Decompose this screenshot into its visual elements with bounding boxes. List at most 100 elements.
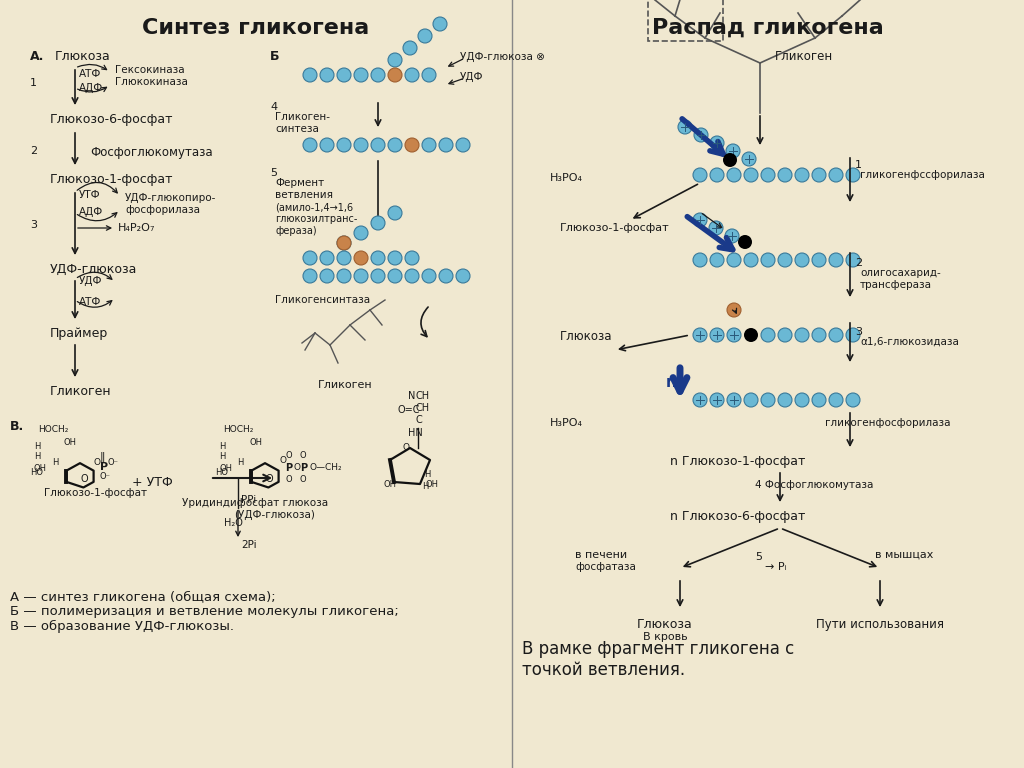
Circle shape (846, 168, 860, 182)
Circle shape (337, 68, 351, 82)
Circle shape (812, 393, 826, 407)
Text: O: O (80, 474, 88, 484)
Text: УДФ: УДФ (460, 72, 483, 82)
Circle shape (761, 393, 775, 407)
Text: n Глюкозо-6-фосфат: n Глюкозо-6-фосфат (670, 510, 805, 523)
Text: 5: 5 (755, 552, 762, 562)
Text: n Глюкозо-1-фосфат: n Глюкозо-1-фосфат (670, 455, 805, 468)
Circle shape (303, 251, 317, 265)
Text: Уридиндифосфат глюкоза: Уридиндифосфат глюкоза (182, 498, 328, 508)
Text: α1,6-глюкозидаза: α1,6-глюкозидаза (860, 337, 958, 347)
Text: H: H (219, 442, 225, 451)
Circle shape (418, 29, 432, 43)
Text: (УДФ-глюкоза): (УДФ-глюкоза) (234, 510, 315, 520)
Circle shape (829, 253, 843, 267)
Text: Глюкозо-1-фосфат: Глюкозо-1-фосфат (560, 223, 670, 233)
Circle shape (303, 68, 317, 82)
Text: PPi: PPi (241, 495, 256, 505)
Text: HOCH₂: HOCH₂ (38, 425, 69, 434)
Circle shape (709, 221, 723, 235)
Text: 4: 4 (270, 102, 278, 112)
Text: АТФ: АТФ (79, 69, 101, 79)
Text: АТФ: АТФ (79, 297, 101, 307)
Circle shape (693, 328, 707, 342)
Circle shape (742, 152, 756, 166)
Text: HOCH₂: HOCH₂ (223, 425, 253, 434)
Circle shape (371, 138, 385, 152)
Text: H: H (52, 458, 58, 467)
Circle shape (693, 213, 707, 227)
Text: O: O (300, 451, 306, 460)
Text: P: P (285, 463, 292, 473)
Circle shape (727, 168, 741, 182)
Circle shape (406, 269, 419, 283)
Text: в мышцах: в мышцах (874, 550, 933, 560)
Text: 1: 1 (855, 160, 862, 170)
Circle shape (778, 393, 792, 407)
Circle shape (678, 120, 692, 134)
Text: OH: OH (426, 480, 439, 489)
Text: ‖: ‖ (100, 452, 105, 462)
Text: H: H (424, 470, 430, 479)
Text: 2: 2 (855, 258, 862, 268)
Circle shape (388, 138, 402, 152)
Text: А.: А. (30, 50, 44, 63)
Circle shape (439, 138, 453, 152)
Text: O⁻: O⁻ (108, 458, 119, 467)
Text: H: H (237, 458, 244, 467)
Circle shape (337, 236, 351, 250)
Circle shape (354, 269, 368, 283)
Text: 3: 3 (30, 220, 37, 230)
Text: Глюкоза: Глюкоза (55, 50, 111, 63)
Circle shape (727, 328, 741, 342)
Text: O—CH₂: O—CH₂ (309, 463, 342, 472)
Circle shape (846, 328, 860, 342)
Text: O: O (293, 463, 300, 472)
Text: N: N (408, 391, 416, 401)
Circle shape (727, 303, 741, 317)
Text: H: H (34, 452, 40, 461)
Text: 2Pi: 2Pi (241, 540, 257, 550)
Circle shape (744, 253, 758, 267)
Circle shape (354, 138, 368, 152)
Circle shape (710, 393, 724, 407)
Text: глюкозилтранс-: глюкозилтранс- (275, 214, 357, 224)
Circle shape (439, 269, 453, 283)
Circle shape (726, 144, 740, 158)
Text: УДФ-глюкоза: УДФ-глюкоза (50, 263, 137, 276)
Text: (амило-1,4→1,6: (амило-1,4→1,6 (275, 202, 353, 212)
Text: HO: HO (215, 468, 228, 477)
Text: Пути использования: Пути использования (816, 618, 944, 631)
Circle shape (354, 251, 368, 265)
Circle shape (319, 269, 334, 283)
Text: Распад гликогена: Распад гликогена (652, 18, 884, 38)
Circle shape (693, 253, 707, 267)
Text: O⁻: O⁻ (100, 472, 111, 481)
Circle shape (303, 138, 317, 152)
Text: O: O (265, 474, 272, 484)
Text: синтеза: синтеза (275, 124, 318, 134)
Circle shape (693, 168, 707, 182)
Circle shape (337, 138, 351, 152)
Circle shape (725, 229, 739, 243)
Circle shape (778, 328, 792, 342)
Circle shape (319, 138, 334, 152)
Text: Глюкозо-1-фосфат: Глюкозо-1-фосфат (44, 488, 147, 498)
Text: Гликоген: Гликоген (50, 385, 112, 398)
Text: OH: OH (63, 438, 77, 447)
Circle shape (795, 253, 809, 267)
Text: Синтез гликогена: Синтез гликогена (142, 18, 370, 38)
Circle shape (319, 68, 334, 82)
Circle shape (710, 328, 724, 342)
Circle shape (422, 269, 436, 283)
Text: Гексокиназа: Гексокиназа (115, 65, 184, 75)
Text: трансфераза: трансфераза (860, 280, 932, 290)
Text: H: H (34, 442, 40, 451)
Text: HN: HN (408, 428, 423, 438)
Text: 2: 2 (30, 146, 37, 156)
Circle shape (744, 393, 758, 407)
Text: УДФ: УДФ (79, 276, 102, 286)
Text: Фосфоглюкомутаза: Фосфоглюкомутаза (90, 146, 213, 159)
Text: OH: OH (34, 464, 47, 473)
Text: HO: HO (30, 468, 43, 477)
